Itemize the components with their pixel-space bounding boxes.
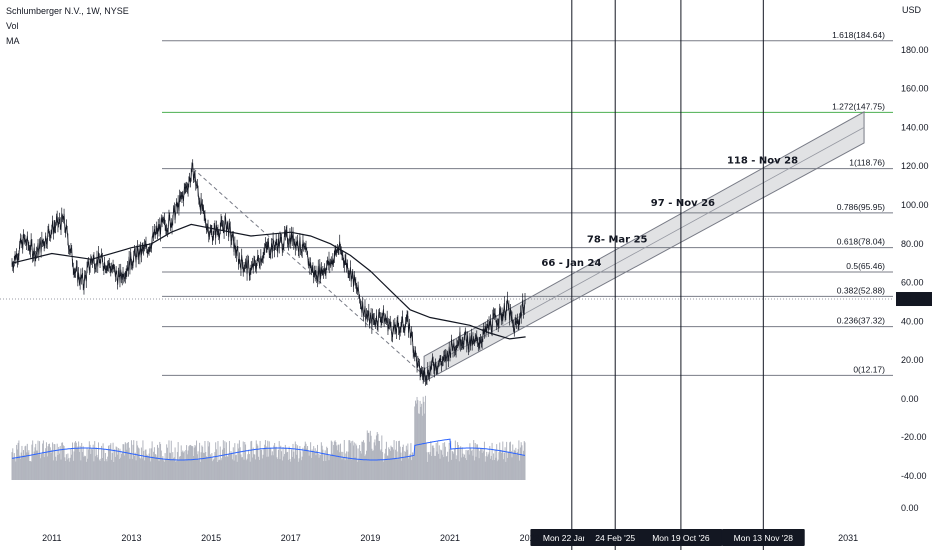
date-label-bg xyxy=(639,529,723,546)
price-series xyxy=(0,159,893,386)
fib-label: 0.5(65.46) xyxy=(846,261,885,271)
x-tick-label: 2017 xyxy=(281,533,301,543)
y-tick-label: 100.00 xyxy=(901,200,929,210)
channel-band xyxy=(423,111,865,383)
currency-label: USD xyxy=(902,5,922,15)
projection-label: 66 - Jan 24 xyxy=(541,258,601,269)
y-tick-label: 140.00 xyxy=(901,122,929,132)
time-verticals xyxy=(571,0,764,550)
date-label-bg xyxy=(584,529,647,546)
volume-tick-label: 0.00 xyxy=(901,503,919,513)
channel-midline xyxy=(423,127,865,370)
y-tick-label: 40.00 xyxy=(901,316,924,326)
date-label: Mon 13 Nov '28 xyxy=(734,533,794,543)
y-tick-label: 120.00 xyxy=(901,161,929,171)
date-label: Mon 19 Oct '26 xyxy=(652,533,710,543)
ma-legend[interactable]: MA xyxy=(6,36,20,46)
projection-label: 78- Mar 25 xyxy=(587,235,648,246)
annotations: 66 - Jan 24 78- Mar 25 97 - Nov 26 118 - No… xyxy=(541,156,798,269)
x-tick-label: 2019 xyxy=(360,533,380,543)
volume-legend[interactable]: Vol xyxy=(6,21,19,31)
date-label: 24 Feb '25 xyxy=(595,533,635,543)
symbol-title[interactable]: Schlumberger N.V., 1W, NYSE xyxy=(6,6,129,16)
last-price-tag xyxy=(896,292,932,307)
fib-label: 0.236(37.32) xyxy=(837,316,885,326)
x-tick-label: 2015 xyxy=(201,533,221,543)
volume-tick-label: -20.00 xyxy=(901,432,927,442)
trend-diagonal xyxy=(192,168,425,376)
x-tick-label: 2021 xyxy=(440,533,460,543)
fib-label: 0.382(52.88) xyxy=(837,285,885,295)
volume-ma-line xyxy=(11,438,526,461)
y-tick-label: 160.00 xyxy=(901,84,929,94)
y-tick-label: 0.00 xyxy=(901,394,919,404)
y-tick-label: 180.00 xyxy=(901,45,929,55)
ma-line xyxy=(11,223,526,340)
fib-label: 0(12.17) xyxy=(853,364,885,374)
price-channel xyxy=(423,111,865,383)
fib-label: 0.786(95.95) xyxy=(837,202,885,212)
chart-legend: Schlumberger N.V., 1W, NYSE Vol MA xyxy=(6,4,129,49)
last-price-value: 51.54 xyxy=(903,294,926,304)
x-tick-label: 2023 xyxy=(520,533,540,543)
projection-label: 118 - Nov 28 xyxy=(727,156,798,167)
fib-label: 1.618(184.64) xyxy=(832,30,885,40)
y-tick-label: 80.00 xyxy=(901,239,924,249)
volume-tick-label: -40.00 xyxy=(901,471,927,481)
fib-label: 1(118.76) xyxy=(849,158,885,168)
volume-bars xyxy=(11,395,526,480)
date-label-bg xyxy=(721,529,805,546)
fib-label: 0.618(78.04) xyxy=(837,237,885,247)
y-tick-label: 20.00 xyxy=(901,355,924,365)
y-tick-label: 60.00 xyxy=(901,278,924,288)
x-tick-label: 2031 xyxy=(838,533,858,543)
projection-label: 97 - Nov 26 xyxy=(651,198,715,209)
fib-label: 1.272(147.75) xyxy=(832,101,885,111)
x-tick-label: 2013 xyxy=(121,533,141,543)
x-tick-label: 2011 xyxy=(42,533,61,543)
fibonacci-levels: 1.618(184.64) 1.272(147.75) 1(118.76) 0.786… xyxy=(162,30,893,376)
price-line xyxy=(11,162,526,380)
date-label: Mon 22 Jan '24 xyxy=(543,533,601,543)
